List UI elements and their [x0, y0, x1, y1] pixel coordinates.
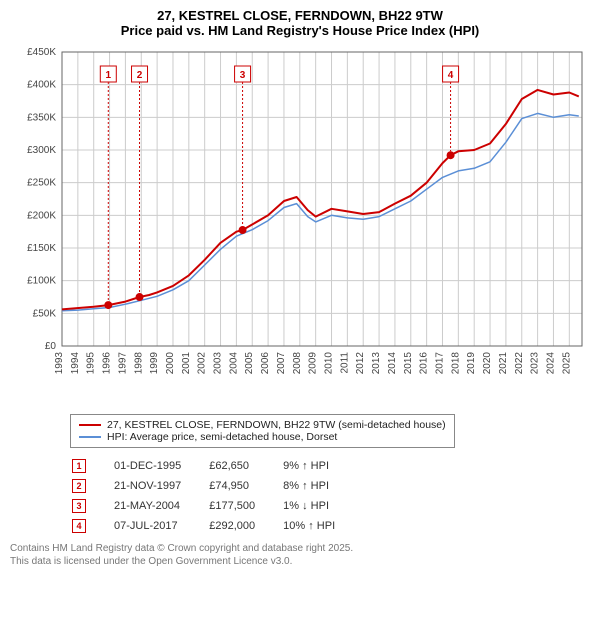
svg-text:2025: 2025	[561, 352, 572, 375]
svg-text:2020: 2020	[482, 352, 493, 375]
svg-text:2003: 2003	[213, 352, 224, 375]
svg-text:2017: 2017	[434, 352, 445, 375]
title-block: 27, KESTREL CLOSE, FERNDOWN, BH22 9TW Pr…	[10, 8, 590, 38]
svg-text:2013: 2013	[371, 352, 382, 375]
sale-delta: 9% ↑ HPI	[269, 456, 349, 476]
svg-text:£100K: £100K	[27, 276, 56, 287]
sale-price: £292,000	[195, 516, 269, 536]
sale-marker-box: 2	[72, 479, 86, 493]
legend-swatch	[79, 436, 101, 438]
sale-row: 4 07-JUL-2017£292,00010% ↑ HPI	[58, 516, 349, 536]
legend-row: 27, KESTREL CLOSE, FERNDOWN, BH22 9TW (s…	[79, 419, 446, 431]
svg-text:2016: 2016	[419, 352, 430, 375]
legend-row: HPI: Average price, semi-detached house,…	[79, 431, 446, 443]
svg-text:2023: 2023	[530, 352, 541, 375]
svg-text:£400K: £400K	[27, 80, 56, 91]
svg-text:2007: 2007	[276, 352, 287, 375]
sale-marker-box: 4	[72, 519, 86, 533]
svg-text:2019: 2019	[466, 352, 477, 375]
sale-marker-box: 1	[72, 459, 86, 473]
svg-text:2018: 2018	[450, 352, 461, 375]
svg-text:2022: 2022	[514, 352, 525, 375]
svg-text:1997: 1997	[117, 352, 128, 375]
svg-text:1: 1	[106, 70, 112, 81]
sales-table: 1 01-DEC-1995£62,6509% ↑ HPI 2 21-NOV-1997£…	[58, 456, 349, 536]
svg-text:2000: 2000	[165, 352, 176, 375]
svg-text:2010: 2010	[324, 352, 335, 375]
svg-text:2002: 2002	[197, 352, 208, 375]
legend: 27, KESTREL CLOSE, FERNDOWN, BH22 9TW (s…	[70, 414, 455, 448]
legend-label: 27, KESTREL CLOSE, FERNDOWN, BH22 9TW (s…	[107, 419, 446, 431]
svg-text:£50K: £50K	[33, 308, 57, 319]
legend-swatch	[79, 424, 101, 426]
svg-text:1999: 1999	[149, 352, 160, 375]
attribution-line-1: Contains HM Land Registry data © Crown c…	[10, 542, 590, 555]
sale-date: 21-NOV-1997	[100, 476, 195, 496]
sale-price: £62,650	[195, 456, 269, 476]
chart: £0 £50K £100K £150K £200K £250K £300K £350K £400…	[10, 46, 590, 406]
svg-text:£200K: £200K	[27, 210, 56, 221]
chart-svg: £0 £50K £100K £150K £200K £250K £300K £350K £400…	[10, 46, 590, 406]
title-line-2: Price paid vs. HM Land Registry's House …	[10, 23, 590, 38]
svg-text:2004: 2004	[228, 352, 239, 375]
title-line-1: 27, KESTREL CLOSE, FERNDOWN, BH22 9TW	[10, 8, 590, 23]
sale-price: £177,500	[195, 496, 269, 516]
svg-text:£450K: £450K	[27, 47, 56, 58]
chart-container: 27, KESTREL CLOSE, FERNDOWN, BH22 9TW Pr…	[0, 0, 600, 576]
svg-text:1994: 1994	[70, 352, 81, 375]
svg-text:£0: £0	[45, 341, 57, 352]
sale-delta: 8% ↑ HPI	[269, 476, 349, 496]
svg-text:4: 4	[448, 70, 454, 81]
svg-text:1998: 1998	[133, 352, 144, 375]
svg-text:2008: 2008	[292, 352, 303, 375]
sale-row: 3 21-MAY-2004£177,5001% ↓ HPI	[58, 496, 349, 516]
svg-text:£350K: £350K	[27, 112, 56, 123]
svg-text:2024: 2024	[545, 352, 556, 375]
attribution: Contains HM Land Registry data © Crown c…	[10, 542, 590, 568]
sale-date: 07-JUL-2017	[100, 516, 195, 536]
sale-row: 1 01-DEC-1995£62,6509% ↑ HPI	[58, 456, 349, 476]
svg-text:2014: 2014	[387, 352, 398, 375]
svg-text:2021: 2021	[498, 352, 509, 375]
svg-text:£300K: £300K	[27, 145, 56, 156]
svg-text:1996: 1996	[102, 352, 113, 375]
sale-marker-box: 3	[72, 499, 86, 513]
svg-text:2001: 2001	[181, 352, 192, 375]
legend-label: HPI: Average price, semi-detached house,…	[107, 431, 337, 443]
svg-text:2009: 2009	[308, 352, 319, 375]
sale-delta: 1% ↓ HPI	[269, 496, 349, 516]
svg-text:2015: 2015	[403, 352, 414, 375]
svg-text:2: 2	[137, 70, 143, 81]
svg-text:1993: 1993	[54, 352, 65, 375]
svg-text:3: 3	[240, 70, 246, 81]
svg-text:£250K: £250K	[27, 178, 56, 189]
attribution-line-2: This data is licensed under the Open Gov…	[10, 555, 590, 568]
sale-date: 21-MAY-2004	[100, 496, 195, 516]
svg-text:2011: 2011	[339, 352, 350, 374]
sale-price: £74,950	[195, 476, 269, 496]
svg-text:£150K: £150K	[27, 243, 56, 254]
svg-text:2006: 2006	[260, 352, 271, 375]
svg-text:1995: 1995	[86, 352, 97, 375]
sale-row: 2 21-NOV-1997£74,9508% ↑ HPI	[58, 476, 349, 496]
svg-text:2005: 2005	[244, 352, 255, 375]
sale-date: 01-DEC-1995	[100, 456, 195, 476]
svg-text:2012: 2012	[355, 352, 366, 375]
sale-delta: 10% ↑ HPI	[269, 516, 349, 536]
